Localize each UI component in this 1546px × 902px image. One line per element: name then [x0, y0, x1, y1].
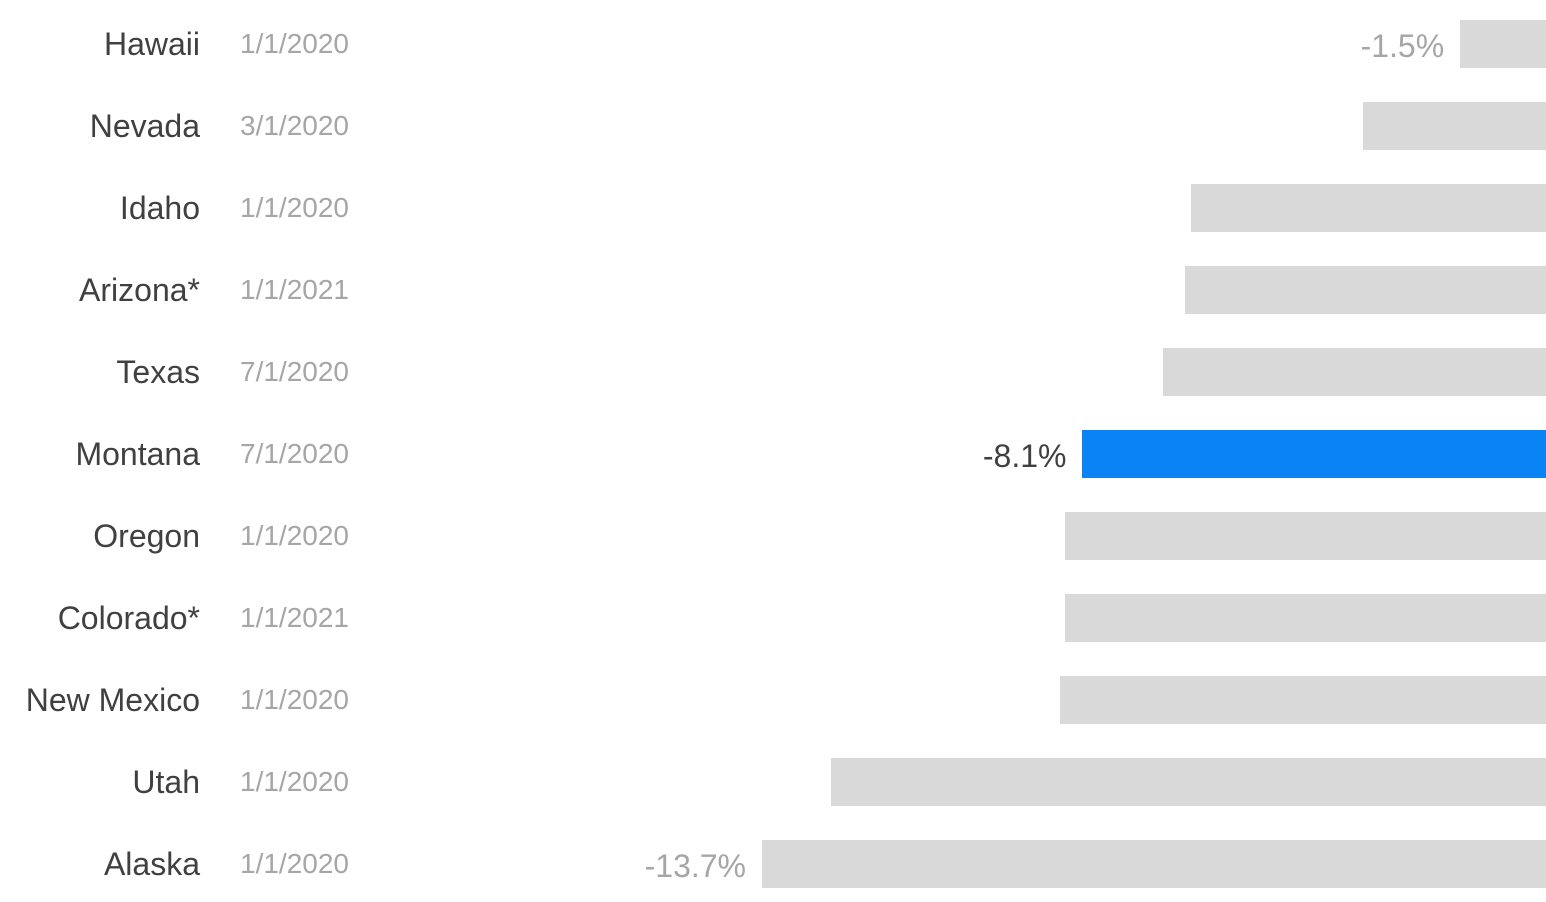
- state-label: Montana: [75, 436, 200, 472]
- date-label: 1/1/2021: [240, 274, 349, 305]
- date-label: 1/1/2020: [240, 192, 349, 223]
- bar: [1162, 348, 1546, 396]
- state-label: Hawaii: [103, 26, 200, 62]
- bar: [1362, 102, 1546, 150]
- date-label: 1/1/2020: [240, 520, 349, 551]
- state-label: New Mexico: [25, 682, 200, 718]
- state-label: Idaho: [119, 190, 200, 226]
- bar: [1059, 676, 1546, 724]
- date-label: 7/1/2020: [240, 438, 349, 469]
- state-label: Alaska: [103, 846, 200, 882]
- bar: [1065, 512, 1546, 560]
- date-label: 1/1/2020: [240, 684, 349, 715]
- state-label: Arizona*: [79, 272, 200, 308]
- date-label: 1/1/2021: [240, 602, 349, 633]
- date-label: 1/1/2020: [240, 766, 349, 797]
- bar: [1460, 20, 1546, 68]
- highlighted-bar: [1082, 430, 1546, 478]
- date-label: 7/1/2020: [240, 356, 349, 387]
- state-label: Oregon: [93, 518, 200, 554]
- bar: [1065, 594, 1546, 642]
- bar: [1191, 184, 1546, 232]
- state-label: Texas: [116, 354, 200, 390]
- value-label: -8.1%: [982, 438, 1067, 474]
- bar: [762, 840, 1546, 888]
- state-label: Nevada: [89, 108, 200, 144]
- date-label: 3/1/2020: [240, 110, 349, 141]
- bar: [1185, 266, 1546, 314]
- state-label: Utah: [132, 764, 200, 800]
- bar: [830, 758, 1546, 806]
- date-label: 1/1/2020: [240, 848, 349, 879]
- date-label: 1/1/2020: [240, 28, 349, 59]
- state-label: Colorado*: [57, 600, 200, 636]
- value-label: -13.7%: [644, 848, 746, 884]
- value-label: -1.5%: [1360, 28, 1445, 64]
